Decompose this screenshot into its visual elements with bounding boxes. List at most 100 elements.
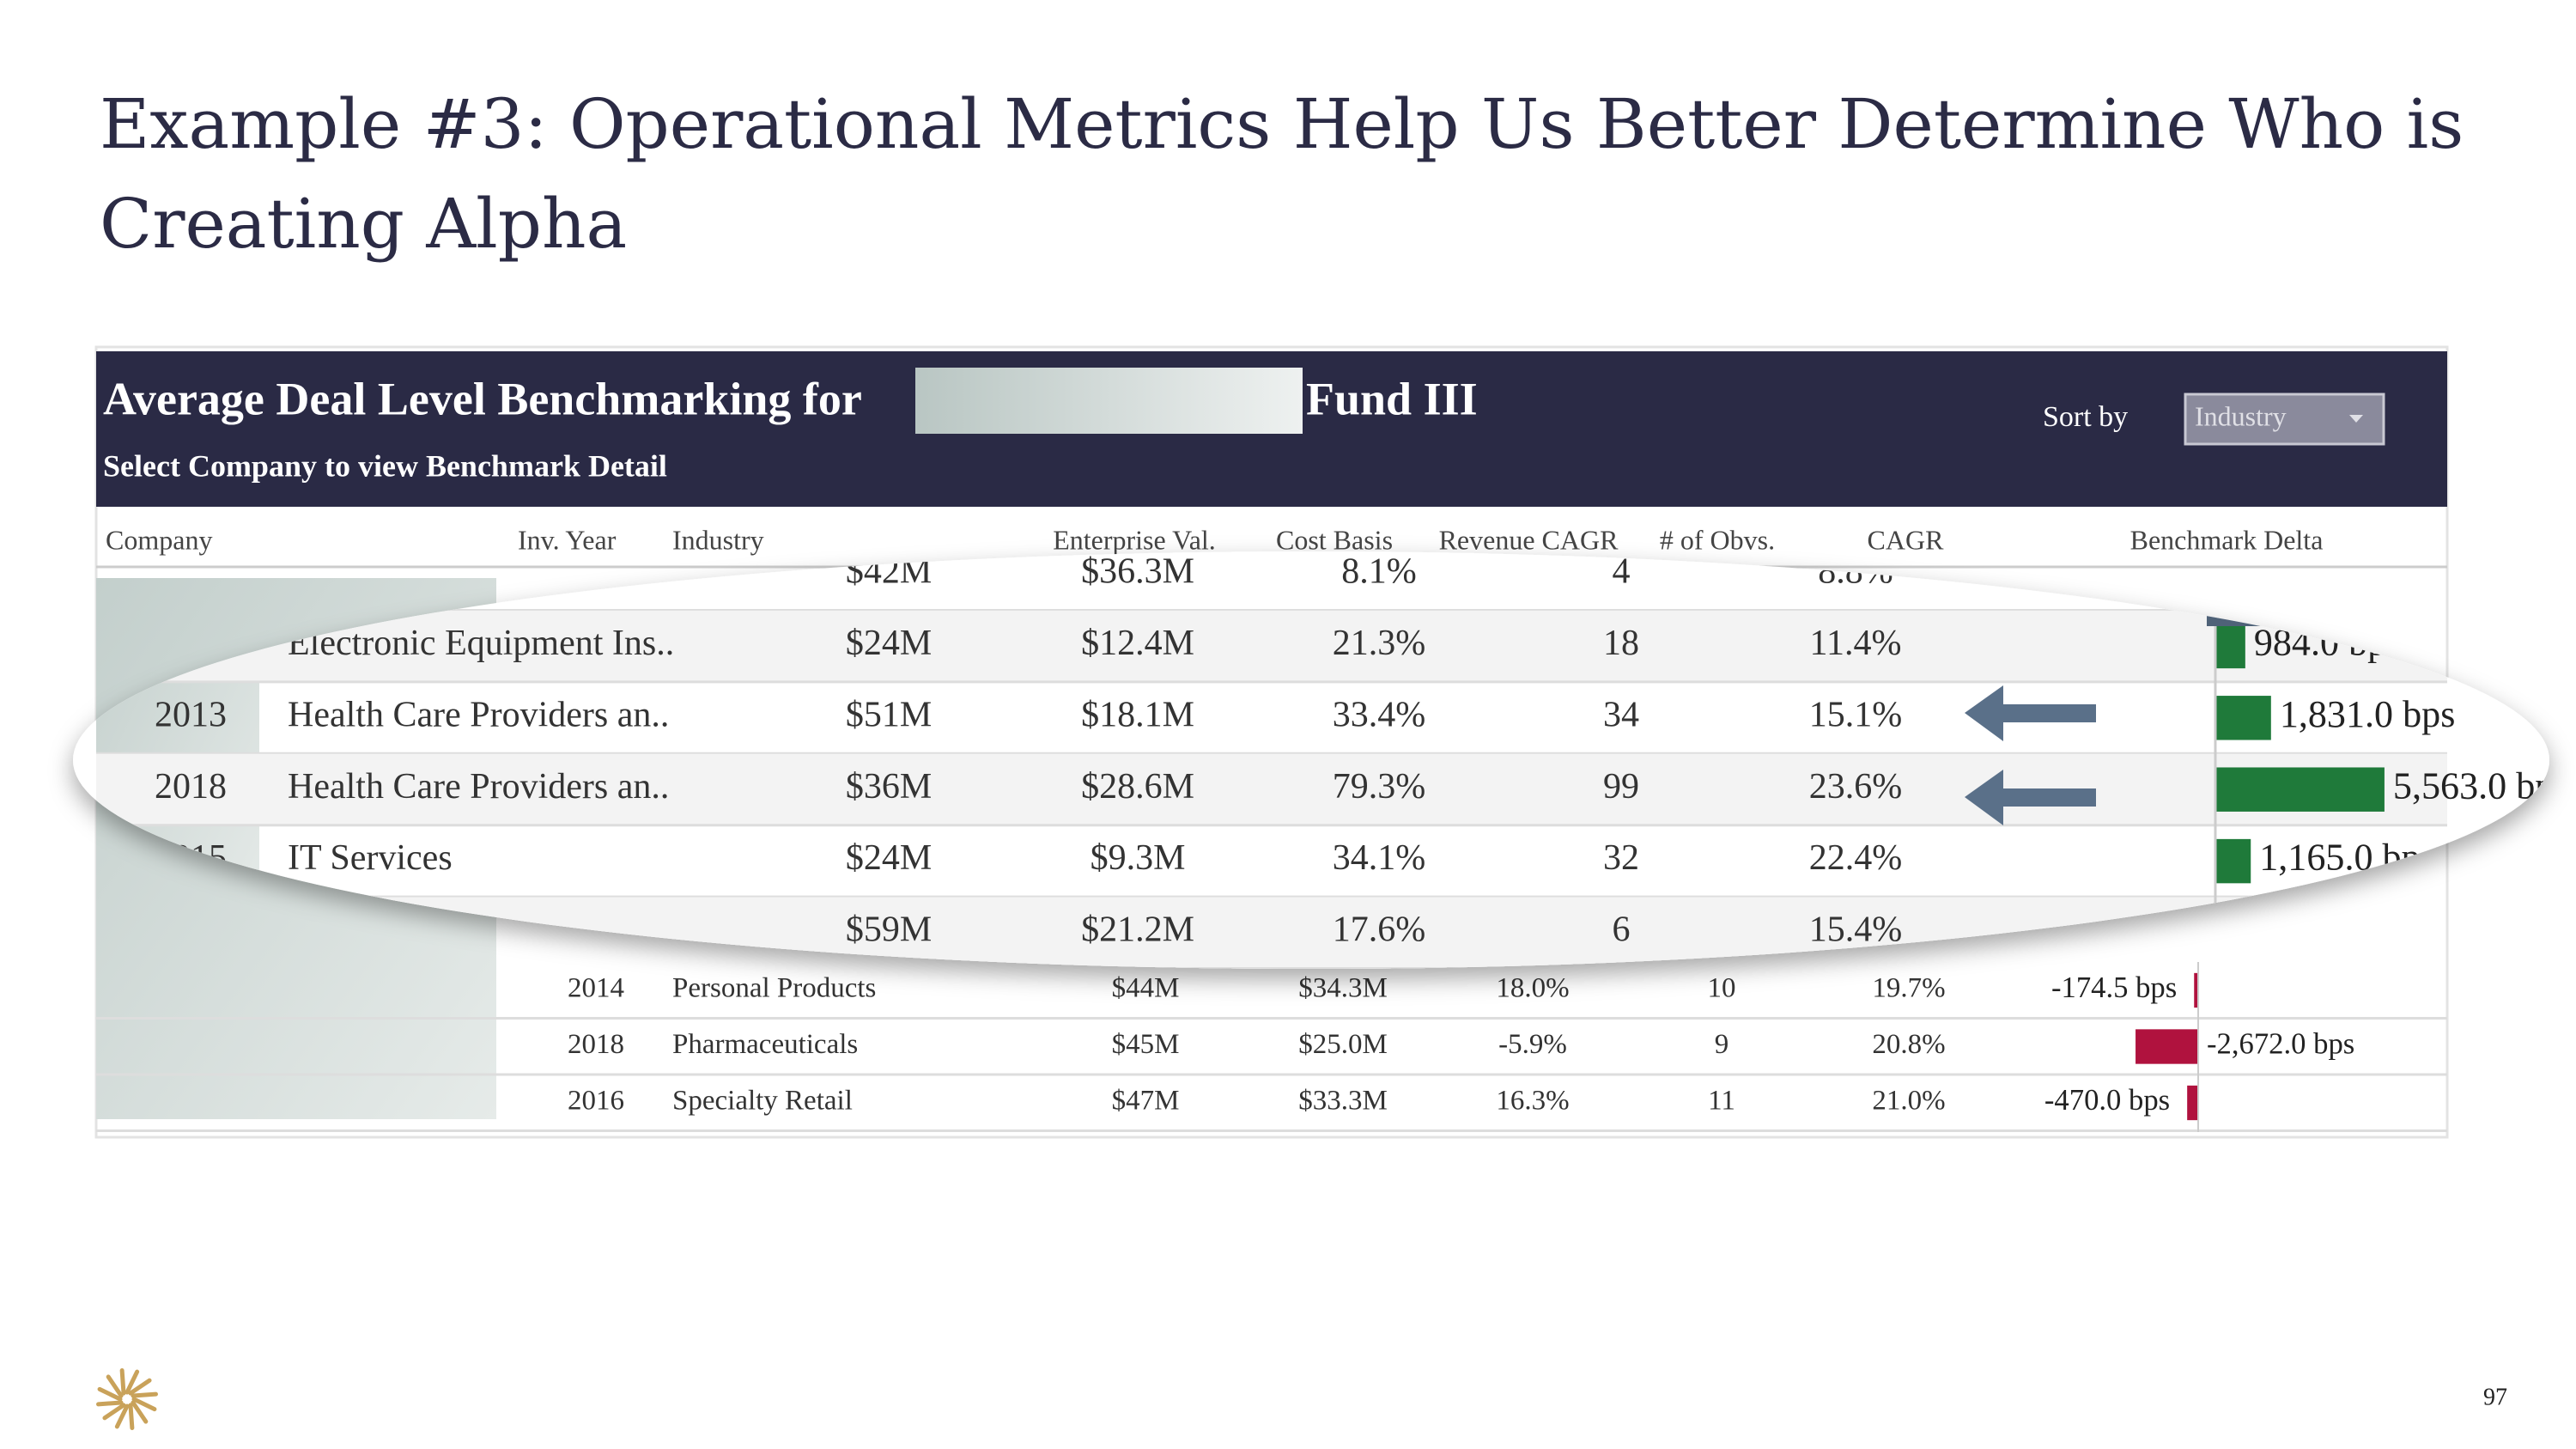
logo-ray <box>96 1400 124 1407</box>
arrow <box>1965 770 2096 825</box>
delta-bar <box>2194 972 2198 1008</box>
cell: 20.8% <box>1872 1029 1945 1060</box>
column-header: # of Obvs. <box>1660 524 1775 555</box>
dashboard-subtitle: Select Company to view Benchmark Detail <box>103 448 667 483</box>
cell: Personal Products <box>672 973 876 1004</box>
cell: 15.4% <box>1809 910 1903 950</box>
cell: Pharmaceuticals <box>672 1029 858 1060</box>
logo-ray <box>128 1378 152 1396</box>
delta-bar <box>2215 838 2251 884</box>
cell: $18.1M <box>1081 695 1194 734</box>
slide-title: Example #3: Operational Metrics Help Us … <box>100 84 2464 164</box>
cell: $24M <box>846 838 932 878</box>
logo <box>96 1368 158 1430</box>
cell: Health Care Providers an.. <box>288 695 669 734</box>
cell: $34.3M <box>1298 973 1388 1004</box>
cell: 18.0% <box>1496 973 1569 1004</box>
cell: 23.6% <box>1809 767 1903 807</box>
cell: $28.6M <box>1081 767 1194 807</box>
cell: 33.4% <box>1333 695 1426 734</box>
cell: 11 <box>1708 1086 1735 1117</box>
cell: $25.0M <box>1298 1029 1388 1060</box>
cell: 19.7% <box>1872 973 1945 1004</box>
page-number: 97 <box>2483 1384 2507 1410</box>
cell: $9.3M <box>1091 838 1186 878</box>
cell: 2016 <box>568 1086 624 1117</box>
cell: $33.3M <box>1298 1086 1388 1117</box>
cell: 11.4% <box>1810 624 1902 663</box>
dropdown-caret <box>2349 415 2363 423</box>
delta-label: 1,831.0 bps <box>2280 693 2456 735</box>
cell: $36.3M <box>1081 552 1194 592</box>
cell: $21.2M <box>1081 910 1194 950</box>
cell: 9 <box>1715 1029 1729 1060</box>
cell: 2013 <box>155 695 227 734</box>
cell: 99 <box>1603 767 1639 807</box>
cell: Specialty Retail <box>672 1086 853 1117</box>
slide-title: Creating Alpha <box>100 184 627 264</box>
logo-ray <box>131 1397 157 1412</box>
cell: $45M <box>1112 1029 1180 1060</box>
cell: -5.9% <box>1498 1029 1567 1060</box>
cell: 16.3% <box>1496 1086 1569 1117</box>
delta-bar <box>2215 767 2385 812</box>
cell: 21.0% <box>1872 1086 1945 1117</box>
cell: 34.1% <box>1333 838 1426 878</box>
column-header: Cost Basis <box>1276 524 1393 555</box>
column-header: CAGR <box>1868 524 1945 555</box>
delta-label: -2,672.0 bps <box>2207 1027 2354 1060</box>
cell: 17.6% <box>1333 910 1426 950</box>
cell: $47M <box>1112 1086 1180 1117</box>
cell: 4 <box>1613 552 1631 592</box>
delta-bar <box>2215 696 2271 740</box>
cell: $59M <box>846 910 932 950</box>
column-header: Enterprise Val. <box>1053 524 1216 555</box>
cell: 79.3% <box>1333 767 1426 807</box>
logo-ray <box>131 1391 158 1398</box>
cell: $36M <box>846 767 932 807</box>
cell: 2018 <box>155 767 227 807</box>
logo-ray <box>106 1374 124 1398</box>
column-header: Benchmark Delta <box>2130 524 2324 555</box>
delta-label: -174.5 bps <box>2051 971 2177 1004</box>
column-header: Company <box>106 524 212 555</box>
column-header: Industry <box>672 524 764 555</box>
cell: 32 <box>1603 838 1639 878</box>
dashboard-title: Fund III <box>1306 373 1478 424</box>
logo-ray <box>125 1369 140 1395</box>
cell: IT Services <box>288 838 453 878</box>
cell: 18 <box>1603 624 1639 663</box>
delta-label: 5,563.0 bps <box>2393 764 2569 807</box>
cell: 8.1% <box>1341 552 1417 592</box>
column-header: Inv. Year <box>518 524 617 555</box>
cell: 34 <box>1603 695 1639 734</box>
delta-bar <box>2136 1029 2198 1064</box>
cell: 2018 <box>568 1029 624 1060</box>
redacted <box>915 368 1303 434</box>
logo-ray <box>114 1403 130 1429</box>
delta-bar <box>2215 624 2245 669</box>
sort-label: Sort by <box>2043 401 2128 433</box>
logo-ray <box>119 1368 126 1396</box>
dashboard-title: Average Deal Level Benchmarking for <box>103 373 862 424</box>
logo-ray <box>128 1403 135 1430</box>
arrow <box>1965 685 2096 741</box>
cell: 10 <box>1708 973 1736 1004</box>
cell: 6 <box>1613 910 1631 950</box>
sort-dropdown[interactable] <box>2184 393 2385 446</box>
cell: 2014 <box>568 973 624 1004</box>
cell: 22.4% <box>1809 838 1903 878</box>
logo-ray <box>97 1386 123 1402</box>
column-header: Revenue CAGR <box>1439 524 1619 555</box>
sort-value[interactable]: Industry <box>2195 400 2287 431</box>
cell: Electronic Equipment Ins.. <box>288 624 674 663</box>
cell: $44M <box>1112 973 1180 1004</box>
cell: $24M <box>846 624 932 663</box>
delta-bar <box>2187 1085 2198 1121</box>
cell: 15.1% <box>1809 695 1903 734</box>
row-band <box>96 610 2447 682</box>
cell: $12.4M <box>1081 624 1194 663</box>
delta-label: -470.0 bps <box>2044 1084 2170 1117</box>
logo-ray <box>131 1400 149 1424</box>
